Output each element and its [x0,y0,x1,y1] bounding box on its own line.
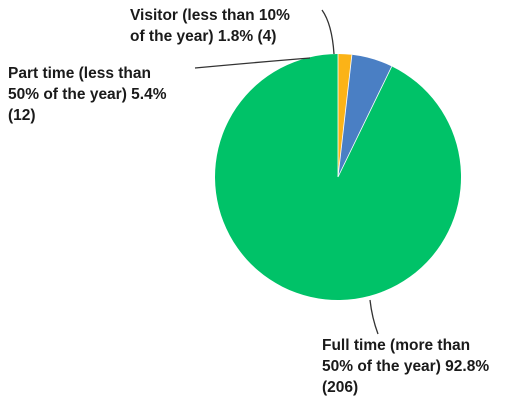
slice-label-line: 50% of the year) 5.4% [8,86,167,103]
slice-separator [337,54,353,178]
leader-lines [194,9,379,335]
slice-label-line: of the year) 1.8% (4) [130,28,276,45]
slice-label-part-time: Part time (less than 50% of the year) 5.4… [8,65,167,124]
slice-separator [337,66,393,178]
leader-line-part-time [194,57,311,69]
slice-label-line: Full time (more than [322,337,470,354]
slice-label-line: Visitor (less than 10% [130,7,290,24]
leader-line-visitor [321,9,335,55]
slice-label-full-time: Full time (more than 50% of the year) 92.… [322,337,489,396]
slice-labels: Full time (more than 50% of the year) 92.… [8,7,489,396]
slice-label-visitor: Visitor (less than 10% of the year) 1.8% … [130,7,290,45]
pie-slices [215,54,462,300]
slice-label-line: Part time (less than [8,65,151,82]
slice-label-line: 50% of the year) 92.8% [322,358,489,375]
pie-slice-part-time [338,54,392,177]
leader-line-full-time [369,299,379,335]
slice-label-line: (206) [322,379,358,396]
slice-label-line: (12) [8,107,36,124]
